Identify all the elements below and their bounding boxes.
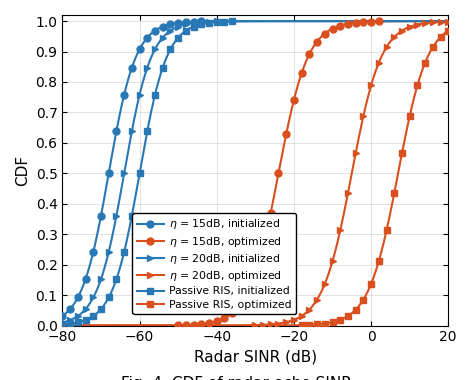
X-axis label: Radar SINR (dB): Radar SINR (dB) [194, 350, 317, 365]
Text: Fig. 4: CDF of radar echo SINR: Fig. 4: CDF of radar echo SINR [120, 375, 352, 380]
Y-axis label: CDF: CDF [15, 155, 30, 186]
Legend: $\eta$ = 15dB, initialized, $\eta$ = 15dB, optimized, $\eta$ = 20dB, initialized: $\eta$ = 15dB, initialized, $\eta$ = 15d… [133, 213, 296, 314]
